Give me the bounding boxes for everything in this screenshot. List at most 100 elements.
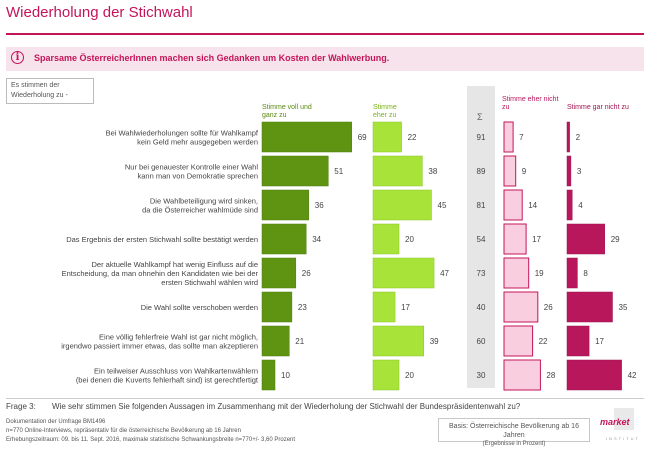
data-label-disagree-rather: 28: [546, 371, 555, 380]
sum-value: 91: [477, 133, 486, 142]
data-label-disagree-full: 3: [577, 167, 582, 176]
market-logo: market INSTITUT: [600, 408, 644, 444]
bar-disagree-full: [566, 359, 622, 391]
bar-disagree-full: [566, 121, 570, 153]
bar-disagree-rather: [503, 325, 534, 357]
bar-disagree-rather: [503, 155, 517, 187]
category-label: Die Wahl sollte verschoben werden: [141, 303, 258, 312]
sum-value: 89: [477, 167, 486, 176]
bar-disagree-full: [566, 223, 605, 255]
header-disagree-rather: Stimme eher nicht zu: [502, 96, 559, 111]
bar-disagree-rather: [503, 121, 514, 153]
sum-value: 60: [477, 337, 486, 346]
category-label: Der aktuelle Wahlkampf hat wenig Einflus…: [62, 260, 259, 287]
data-label-agree-full: 21: [295, 337, 304, 346]
bar-agree-rather: [372, 325, 424, 357]
data-label-disagree-full: 8: [583, 269, 588, 278]
data-label-disagree-full: 2: [576, 133, 581, 142]
title-rule: [6, 33, 644, 35]
bar-agree-full: [261, 155, 329, 187]
bar-disagree-full: [566, 291, 613, 323]
data-label-disagree-rather: 17: [532, 235, 541, 244]
category-label: Die Wahlbeteiligung wird sinken, da die Ö…: [142, 197, 258, 215]
data-label-agree-rather: 45: [438, 201, 447, 210]
category-label: Nur bei genauester Kontrolle einer Wahl k…: [125, 163, 258, 181]
data-label-agree-full: 34: [312, 235, 321, 244]
bar-agree-rather: [372, 291, 396, 323]
bar-disagree-rather: [503, 257, 530, 289]
bar-agree-full: [261, 223, 307, 255]
bar-disagree-rather: [503, 359, 541, 391]
bar-agree-full: [261, 291, 293, 323]
category-label: Eine völlig fehlerfreie Wahl ist gar nic…: [61, 333, 258, 351]
data-label-agree-rather: 20: [405, 235, 414, 244]
bar-disagree-rather: [503, 291, 539, 323]
page-title: Wiederholung der Stichwahl: [6, 4, 193, 21]
data-label-agree-rather: 20: [405, 371, 414, 380]
bar-agree-full: [261, 121, 352, 153]
question-box: Es stimmen der Wiederholung zu -: [6, 78, 94, 104]
data-label-disagree-full: 35: [619, 303, 628, 312]
footer-separator: [6, 398, 644, 399]
basis-box: Basis: Österreichische Bevölkerung ab 16…: [438, 418, 590, 447]
survey-bar-chart: Bei Wahlwiederholungen sollte für Wahlka…: [61, 121, 637, 391]
data-label-disagree-rather: 14: [528, 201, 537, 210]
question-label: Frage 3:: [6, 402, 36, 411]
data-label-agree-full: 69: [358, 133, 367, 142]
bar-agree-full: [261, 325, 290, 357]
sum-column-background: [467, 86, 495, 388]
header-agree-rather: Stimme eher zu: [373, 104, 397, 119]
sum-value: 40: [477, 303, 486, 312]
data-label-disagree-full: 29: [611, 235, 620, 244]
data-label-agree-rather: 38: [428, 167, 437, 176]
logo-box: [614, 408, 634, 430]
header-disagree-full: Stimme gar nicht zu: [567, 104, 629, 111]
sum-value: 30: [477, 371, 486, 380]
data-label-disagree-full: 17: [595, 337, 604, 346]
logo-wordmark: market: [600, 417, 630, 427]
data-label-agree-full: 10: [281, 371, 290, 380]
basis-line: Basis: Österreichische Bevölkerung ab 16…: [449, 423, 579, 439]
data-label-disagree-rather: 19: [535, 269, 544, 278]
bar-agree-full: [261, 189, 310, 221]
documentation-line: Dokumentation der Umfrage BM1496: [6, 419, 106, 425]
bar-agree-rather: [372, 155, 423, 187]
sum-symbol: Σ: [477, 112, 483, 122]
bar-agree-rather: [372, 257, 435, 289]
bar-agree-rather: [372, 223, 400, 255]
data-label-agree-rather: 39: [430, 337, 439, 346]
category-label: Ein teilweiser Ausschluss von Wahlkarten…: [76, 367, 259, 385]
data-label-disagree-rather: 7: [519, 133, 524, 142]
bar-disagree-rather: [503, 223, 527, 255]
info-banner: i Sparsame ÖsterreicherInnen machen sich…: [6, 47, 644, 71]
info-icon: i: [11, 51, 24, 64]
bar-disagree-full: [566, 325, 590, 357]
sum-value: 81: [477, 201, 486, 210]
category-label: Das Ergebnis der ersten Stichwahl sollte…: [66, 235, 258, 244]
basis-unit-line: (Ergebnisse in Prozent): [482, 441, 546, 447]
header-agree-full: Stimme voll und ganz zu: [262, 104, 312, 119]
data-label-agree-full: 23: [298, 303, 307, 312]
banner-text: Sparsame ÖsterreicherInnen machen sich G…: [34, 53, 390, 63]
data-label-agree-full: 36: [315, 201, 324, 210]
bar-agree-full: [261, 257, 297, 289]
data-label-disagree-full: 4: [578, 201, 583, 210]
bar-agree-full: [261, 359, 276, 391]
bar-agree-rather: [372, 359, 400, 391]
sum-value: 54: [477, 235, 486, 244]
method-line: n=770 Online-Interviews, repräsentativ f…: [6, 428, 241, 434]
period-line: Erhebungszeitraum: 09. bis 11. Sept. 201…: [6, 437, 296, 443]
sum-value: 73: [477, 269, 486, 278]
data-label-disagree-full: 42: [628, 371, 637, 380]
bar-disagree-full: [566, 257, 578, 289]
data-label-agree-rather: 47: [440, 269, 449, 278]
bar-disagree-full: [566, 155, 572, 187]
data-label-agree-rather: 22: [408, 133, 417, 142]
bar-agree-rather: [372, 189, 432, 221]
question-text: Wie sehr stimmen Sie folgenden Aussagen …: [52, 402, 521, 411]
data-label-disagree-rather: 22: [539, 337, 548, 346]
bar-disagree-rather: [503, 189, 523, 221]
data-label-disagree-rather: 9: [522, 167, 527, 176]
data-label-agree-full: 26: [302, 269, 311, 278]
data-label-agree-full: 51: [334, 167, 343, 176]
